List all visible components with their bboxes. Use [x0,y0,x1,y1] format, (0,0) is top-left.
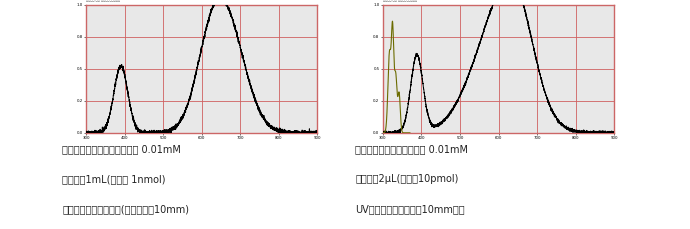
Text: 測定番号 日時 各種パラメータ表示: 測定番号 日時 各種パラメータ表示 [86,0,120,2]
Text: 水溶液　2μL(絶対量10pmol): 水溶液 2μL(絶対量10pmol) [355,174,459,184]
Text: 測定番号 日時 各種パラメータ表示: 測定番号 日時 各種パラメータ表示 [383,0,417,2]
Text: サンプル：メチレンブルー 0.01mM: サンプル：メチレンブルー 0.01mM [355,144,469,154]
Text: サンプル：メチレンブルー　 0.01mM: サンプル：メチレンブルー 0.01mM [62,144,181,154]
Text: 水溶液　1mL(絶対量 1nmol): 水溶液 1mL(絶対量 1nmol) [62,174,166,184]
Text: 透過測定モードで測定(ライトパス10mm): 透過測定モードで測定(ライトパス10mm) [62,204,189,214]
Text: UV用導波路で測定　約10mmの長: UV用導波路で測定 約10mmの長 [355,204,465,214]
